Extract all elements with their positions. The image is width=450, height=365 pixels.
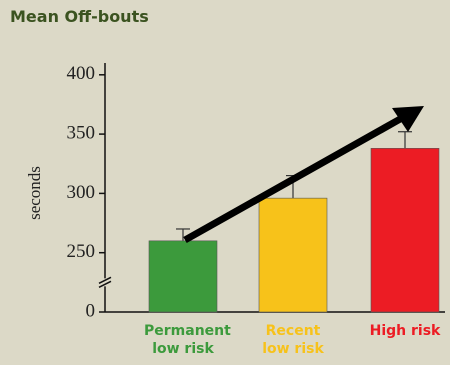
- chart-title: Mean Off-bouts: [10, 7, 149, 26]
- axis-break: [98, 276, 112, 285]
- axis-break-gap: [99, 278, 111, 287]
- bar: [370, 148, 440, 313]
- trend-arrow-head: [392, 106, 424, 132]
- x-tick-label: Permanent low risk: [144, 323, 231, 357]
- x-tick-label: Recent low risk: [262, 323, 324, 357]
- y-axis-label: seconds: [25, 166, 44, 220]
- trend-arrow: [183, 114, 404, 244]
- y-tick-label: 250: [67, 241, 96, 262]
- y-tick-label: 400: [67, 63, 96, 84]
- y-tick-label: 350: [67, 122, 96, 143]
- y-tick-label: 300: [67, 182, 96, 203]
- x-tick-label: High risk: [369, 323, 441, 339]
- axis-break: [98, 280, 112, 289]
- y-tick-label: 0: [86, 300, 96, 321]
- bar: [258, 197, 328, 313]
- bar: [148, 240, 218, 313]
